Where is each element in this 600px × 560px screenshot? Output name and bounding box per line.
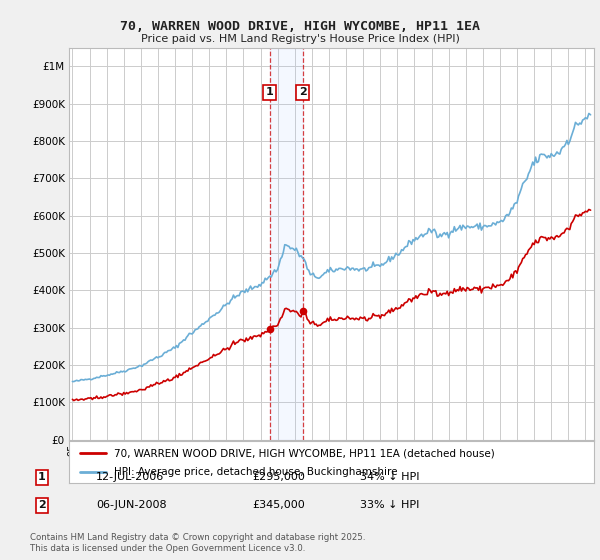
Text: 33% ↓ HPI: 33% ↓ HPI: [360, 500, 419, 510]
Text: 1: 1: [266, 87, 274, 97]
Text: 2: 2: [38, 500, 46, 510]
Text: £345,000: £345,000: [252, 500, 305, 510]
Text: £295,000: £295,000: [252, 472, 305, 482]
Text: 06-JUN-2008: 06-JUN-2008: [96, 500, 167, 510]
Text: HPI: Average price, detached house, Buckinghamshire: HPI: Average price, detached house, Buck…: [113, 466, 397, 477]
Text: Contains HM Land Registry data © Crown copyright and database right 2025.
This d: Contains HM Land Registry data © Crown c…: [30, 533, 365, 553]
Text: 2: 2: [299, 87, 307, 97]
Text: 70, WARREN WOOD DRIVE, HIGH WYCOMBE, HP11 1EA (detached house): 70, WARREN WOOD DRIVE, HIGH WYCOMBE, HP1…: [113, 448, 494, 458]
Text: 70, WARREN WOOD DRIVE, HIGH WYCOMBE, HP11 1EA: 70, WARREN WOOD DRIVE, HIGH WYCOMBE, HP1…: [120, 20, 480, 33]
Text: Price paid vs. HM Land Registry's House Price Index (HPI): Price paid vs. HM Land Registry's House …: [140, 34, 460, 44]
Text: 12-JUL-2006: 12-JUL-2006: [96, 472, 164, 482]
Text: 34% ↓ HPI: 34% ↓ HPI: [360, 472, 419, 482]
Text: 1: 1: [38, 472, 46, 482]
Bar: [270, 48, 302, 440]
